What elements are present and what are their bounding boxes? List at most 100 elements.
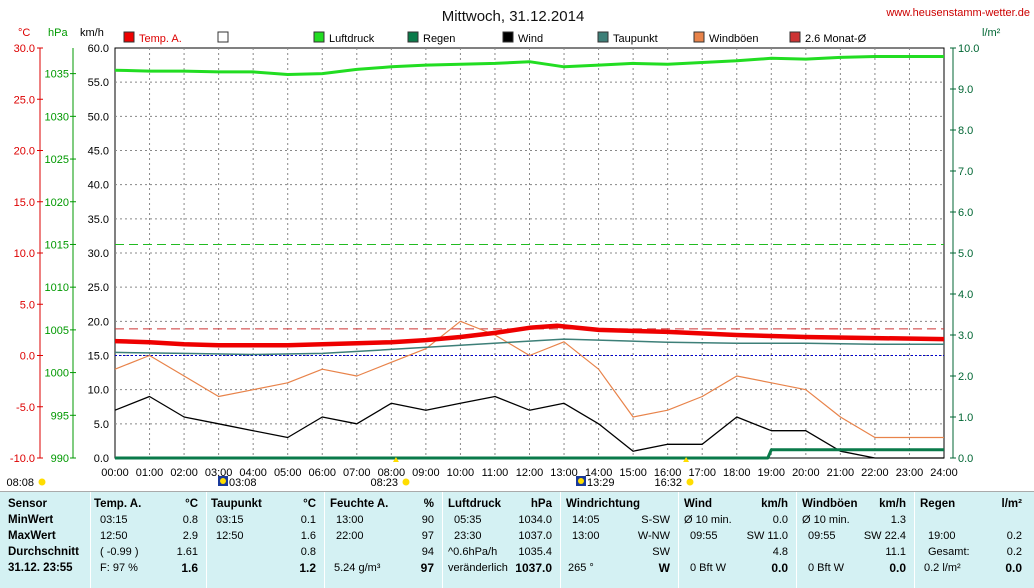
kmh-unit-label: km/h <box>80 27 104 39</box>
current-date: 31.12. 23:55 <box>8 562 73 575</box>
hpa-tick-label: 1030 <box>45 111 69 123</box>
legend-label: Luftdruck <box>329 33 375 45</box>
dew-current: 1.2 <box>299 562 316 575</box>
pressure-current: 1037.0 <box>515 562 552 575</box>
x-tick-label: 00:00 <box>101 467 129 479</box>
rain-unit: l/m² <box>1002 498 1022 511</box>
rain-tick-label: 7.0 <box>958 166 973 178</box>
gust-bft: 0 Bft W <box>808 562 844 575</box>
wind-avg: 4.8 <box>773 546 788 559</box>
x-tick-label: 24:00 <box>930 467 958 479</box>
direction-max-time: 13:00 <box>572 530 600 543</box>
wind-min-label: Ø 10 min. <box>684 514 732 527</box>
sunset-time: 16:32 <box>654 477 682 489</box>
x-tick-label: 10:00 <box>447 467 475 479</box>
gust-max: SW 22.4 <box>864 530 906 543</box>
wind-unit: km/h <box>761 498 788 511</box>
x-tick-label: 20:00 <box>792 467 820 479</box>
kmh-tick-label: 0.0 <box>94 453 109 465</box>
avg-row-label: Durchschnitt <box>8 546 79 559</box>
x-tick-label: 19:00 <box>758 467 786 479</box>
temp-tick-label: -5.0 <box>16 402 35 414</box>
rain-tick-label: 2.0 <box>958 371 973 383</box>
direction-max: W-NW <box>638 530 670 543</box>
direction-avg: SW <box>652 546 670 559</box>
humidity-header: Feuchte A. <box>330 498 388 511</box>
temp-tick-label: 5.0 <box>20 299 35 311</box>
temp-tick-label: -10.0 <box>10 453 35 465</box>
wind-min: 0.0 <box>773 514 788 527</box>
rain-tick-label: 5.0 <box>958 248 973 260</box>
pressure-trend: ^0.6hPa/h <box>448 546 497 559</box>
chart-grid <box>115 48 944 458</box>
x-tick-label: 15:00 <box>619 467 647 479</box>
temp-max: 2.9 <box>183 530 198 543</box>
temp-tick-label: 0.0 <box>20 351 35 363</box>
x-tick-label: 06:00 <box>308 467 336 479</box>
kmh-tick-label: 45.0 <box>88 146 109 158</box>
humidity-avg: 94 <box>422 546 434 559</box>
moonrise-time: 13:29 <box>587 477 615 489</box>
dew-unit: °C <box>303 498 316 511</box>
rain-tick-label: 0.0 <box>958 453 973 465</box>
kmh-tick-label: 20.0 <box>88 316 109 328</box>
legend-swatch <box>503 32 513 42</box>
direction-header: Windrichtung <box>566 498 640 511</box>
x-tick-label: 23:00 <box>896 467 924 479</box>
direction-deg: 265 ° <box>568 562 594 575</box>
website-link[interactable]: www.heusenstamm-wetter.de <box>885 7 1030 19</box>
x-tick-label: 21:00 <box>827 467 855 479</box>
humidity-min: 90 <box>422 514 434 527</box>
hpa-tick-label: 990 <box>51 453 69 465</box>
statistics-panel: Sensor MinWert MaxWert Durchschnitt 31.1… <box>0 491 1034 588</box>
direction-min: S-SW <box>641 514 670 527</box>
sensor-header: Sensor <box>8 498 47 511</box>
temp-unit-label: °C <box>18 27 30 39</box>
hpa-tick-label: 1035 <box>45 69 69 81</box>
humidity-column: Feuchte A. % 13:00 90 22:00 97 94 5.24 g… <box>324 492 443 588</box>
kmh-tick-label: 60.0 <box>88 43 109 55</box>
hpa-tick-label: 1010 <box>45 282 69 294</box>
pressure-min-time: 05:35 <box>454 514 482 527</box>
hpa-tick-label: 1000 <box>45 368 69 380</box>
rain-rate: 0.2 l/m² <box>924 562 961 575</box>
wind-header: Wind <box>684 498 712 511</box>
legend-swatch <box>218 32 228 42</box>
x-tick-label: 18:00 <box>723 467 751 479</box>
pressure-max-time: 23:30 <box>454 530 482 543</box>
x-tick-label: 01:00 <box>136 467 164 479</box>
legend-label: Wind <box>518 33 543 45</box>
legend-label: 2.6 Monat-Ø <box>805 33 867 45</box>
temp-avg-note: ( -0.99 ) <box>100 546 139 559</box>
kmh-tick-label: 55.0 <box>88 77 109 89</box>
x-tick-label: 07:00 <box>343 467 371 479</box>
gust-min-label: Ø 10 min. <box>802 514 850 527</box>
kmh-tick-label: 25.0 <box>88 282 109 294</box>
temp-min: 0.8 <box>183 514 198 527</box>
legend-swatch <box>314 32 324 42</box>
gust-avg: 11.1 <box>885 546 906 559</box>
x-tick-label: 09:00 <box>412 467 440 479</box>
sun-icon <box>687 479 694 486</box>
sun-icon <box>403 479 410 486</box>
hpa-tick-label: 1020 <box>45 197 69 209</box>
moon-icon-glyph <box>578 478 584 484</box>
temp-tick-label: 20.0 <box>14 146 35 158</box>
pressure-unit: hPa <box>531 498 552 511</box>
temp-max-time: 12:50 <box>100 530 128 543</box>
legend-swatch <box>408 32 418 42</box>
rain-unit-label: l/m² <box>982 27 1001 39</box>
legend-label: Temp. A. <box>139 33 182 45</box>
x-tick-label: 11:00 <box>482 467 509 479</box>
rain-tick-label: 1.0 <box>958 412 973 424</box>
humidity-min-time: 13:00 <box>336 514 364 527</box>
dew-header: Taupunkt <box>211 498 262 511</box>
temp-humid-note: F: 97 % <box>100 562 138 575</box>
sunrise-time: 08:08 <box>6 477 34 489</box>
humidity-current: 97 <box>421 562 434 575</box>
hpa-tick-label: 995 <box>51 410 69 422</box>
sun-icon <box>39 479 46 486</box>
pressure-max: 1037.0 <box>518 530 552 543</box>
rain-tick-label: 10.0 <box>958 43 979 55</box>
